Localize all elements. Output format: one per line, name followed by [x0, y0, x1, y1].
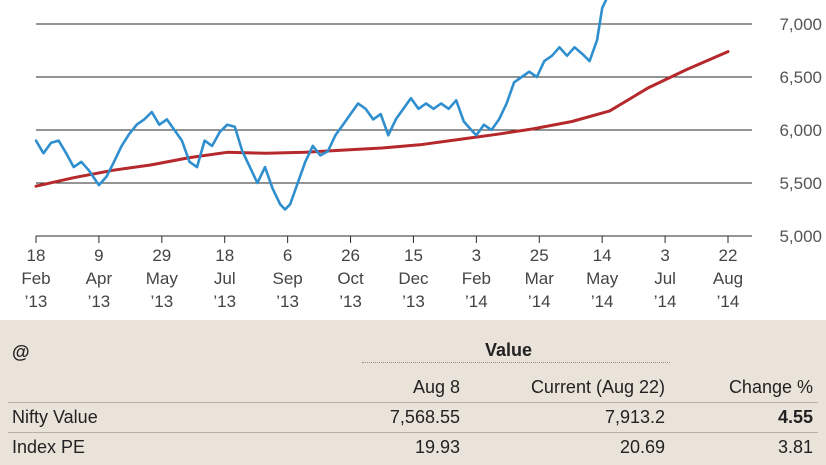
x-axis-ticks: 18 Feb ’13 9 Apr ’13 29 May ’13 18 Jul ’13 6 Sep ’13 26… — [21, 236, 743, 311]
x-tick-year: ’13 — [276, 292, 299, 311]
row-change-value: 4.55 — [777, 407, 813, 427]
y-tick-label: 5,000 — [779, 227, 822, 246]
comparison-table: @ Value Aug 8 Current (Aug 22) Change % … — [0, 320, 826, 465]
x-tick-year: ’13 — [25, 292, 48, 311]
y-tick-label: 6,000 — [779, 121, 822, 140]
x-tick-month: Apr — [86, 269, 113, 288]
table-corner-label: @ — [12, 342, 30, 362]
x-tick-year: ’14 — [654, 292, 677, 311]
x-tick-day: 18 — [215, 246, 234, 265]
y-tick-label: 5,500 — [779, 174, 822, 193]
row-label: Index PE — [12, 437, 86, 457]
x-tick-day: 3 — [660, 246, 669, 265]
value-group-header: Value — [485, 340, 533, 360]
x-tick-year: ’13 — [402, 292, 425, 311]
y-tick-label: 7,000 — [779, 15, 822, 34]
x-tick-year: ’13 — [150, 292, 173, 311]
row-aug8-value: 19.93 — [414, 437, 460, 457]
group-header-rule — [362, 362, 670, 363]
x-tick-month: Oct — [337, 269, 364, 288]
x-tick-month: Mar — [525, 269, 555, 288]
y-axis-ticks: 5,000 5,500 6,000 6,500 7,000 — [779, 15, 822, 246]
x-tick-month: Jul — [214, 269, 236, 288]
column-header-change: Change % — [728, 377, 813, 397]
row-current-value: 7,913.2 — [604, 407, 665, 427]
x-tick-year: ’14 — [591, 292, 614, 311]
x-tick-month: May — [146, 269, 179, 288]
x-tick-day: 14 — [593, 246, 612, 265]
column-header-aug8: Aug 8 — [412, 377, 460, 397]
y-tick-label: 6,500 — [779, 68, 822, 87]
x-tick-month: Feb — [21, 269, 50, 288]
series-lines — [34, 0, 730, 211]
gridlines — [36, 23, 752, 237]
row-current-value: 20.69 — [619, 437, 665, 457]
x-tick-month: Jul — [654, 269, 676, 288]
x-tick-month: Dec — [398, 269, 429, 288]
x-tick-year: ’14 — [717, 292, 740, 311]
nifty-line-chart: 5,000 5,500 6,000 6,500 7,000 18 Feb ’13 9 Apr ’1… — [21, 0, 822, 311]
x-tick-day: 3 — [472, 246, 481, 265]
x-tick-day: 6 — [283, 246, 292, 265]
x-tick-year: ’14 — [465, 292, 488, 311]
header-rule — [8, 402, 818, 403]
x-tick-day: 26 — [341, 246, 360, 265]
x-tick-day: 15 — [404, 246, 423, 265]
x-tick-day: 25 — [530, 246, 549, 265]
x-tick-day: 22 — [719, 246, 738, 265]
moving-average-line — [34, 50, 730, 188]
x-tick-year: ’14 — [528, 292, 551, 311]
column-header-current: Current (Aug 22) — [530, 377, 665, 397]
row-aug8-value: 7,568.55 — [389, 407, 460, 427]
chart-panel: 5,000 5,500 6,000 6,500 7,000 18 Feb ’13 9 Apr ’1… — [21, 0, 822, 311]
nifty-index-line — [34, 0, 608, 211]
x-tick-month: Aug — [713, 269, 743, 288]
x-tick-year: ’13 — [213, 292, 236, 311]
row-rule — [8, 432, 818, 433]
x-tick-year: ’13 — [339, 292, 362, 311]
x-tick-year: ’13 — [88, 292, 111, 311]
row-label: Nifty Value — [12, 407, 98, 427]
x-tick-month: Feb — [462, 269, 491, 288]
x-tick-day: 29 — [152, 246, 171, 265]
x-tick-day: 9 — [94, 246, 103, 265]
x-tick-day: 18 — [27, 246, 46, 265]
row-change-value: 3.81 — [777, 437, 813, 457]
x-tick-month: May — [586, 269, 619, 288]
x-tick-month: Sep — [273, 269, 303, 288]
